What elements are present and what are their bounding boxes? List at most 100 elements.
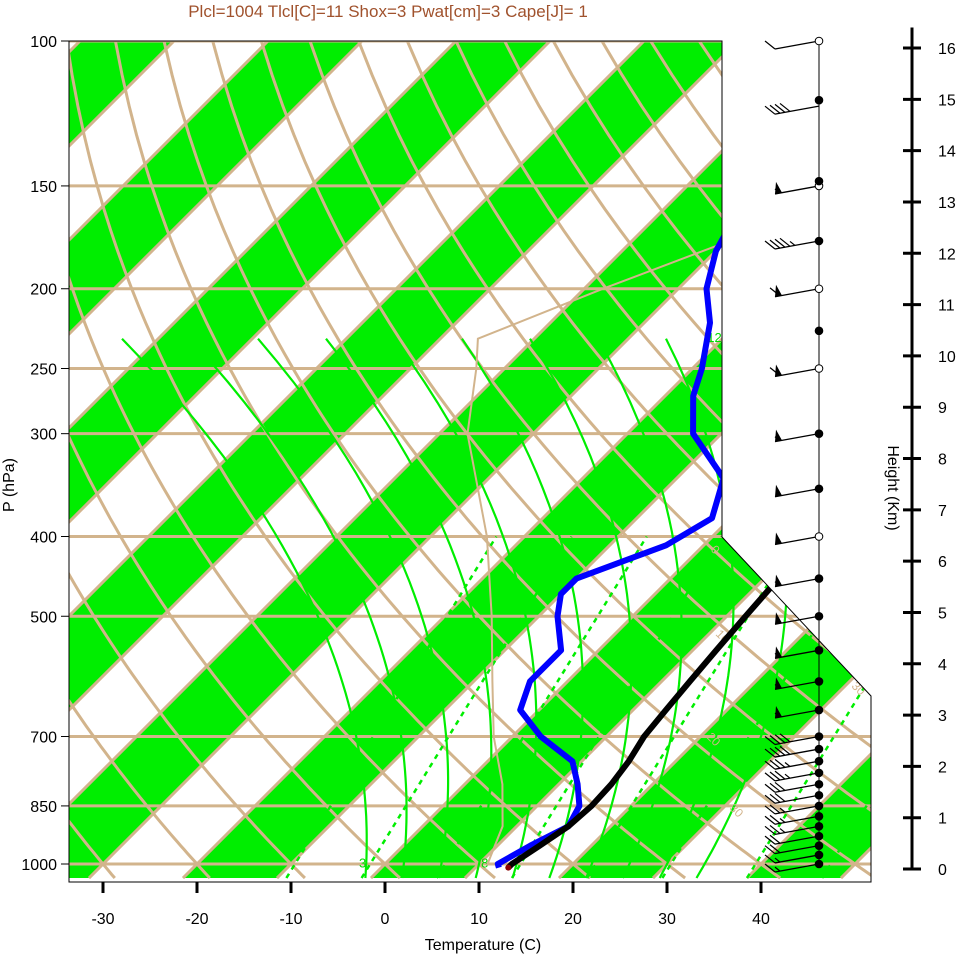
wind-level-dot	[814, 364, 824, 373]
height-tick-label: 3	[938, 708, 947, 725]
y-axis-title: P (hPa)	[1, 458, 18, 512]
dry-adiabat-line	[211, 41, 871, 880]
moist-adiabat-line	[257, 337, 450, 879]
temperature-tick-label: -30	[91, 911, 114, 928]
wind-level-dot	[814, 36, 824, 46]
wind-level-dot	[814, 677, 824, 686]
wind-barb	[774, 748, 820, 758]
dry-adiabat-line	[113, 41, 687, 880]
temperature-band	[69, 41, 550, 878]
wind-barb-half	[784, 762, 791, 767]
wind-level-dot	[814, 811, 824, 821]
wind-level-dot	[814, 841, 824, 850]
height-tick-label: 2	[938, 759, 947, 776]
wind-barb-flag	[774, 238, 786, 248]
wind-level-dot	[814, 646, 824, 655]
wind-level-dot	[814, 611, 824, 621]
pressure-tick-label: 300	[30, 427, 57, 444]
pressure-tick-label: 1000	[21, 857, 57, 874]
moist-adiabat-line	[121, 337, 368, 879]
wind-barb	[774, 367, 820, 378]
wind-barb	[774, 845, 820, 855]
wind-barb	[774, 854, 820, 864]
wind-barb-half	[774, 712, 781, 718]
temperature-band	[69, 41, 738, 878]
wind-barb-flag	[764, 760, 776, 770]
pressure-tick-label: 850	[30, 799, 57, 816]
wind-level-dot	[814, 484, 824, 494]
wind-barb-flag	[764, 748, 776, 758]
wind-barb-half	[779, 807, 786, 813]
height-tick-label: 9	[938, 400, 947, 417]
moist-adiabat-line	[529, 338, 633, 879]
dry-adiabat-line	[308, 41, 871, 880]
height-tick-label: 7	[938, 503, 947, 520]
isotherm-line	[557, 41, 871, 880]
wind-barb-flag	[769, 793, 781, 803]
pressure-tick-label: 400	[30, 529, 57, 546]
dry-adiabat-line	[454, 41, 871, 880]
surface-marker	[505, 864, 512, 871]
wind-barb	[774, 709, 820, 719]
wind-level-dot	[814, 284, 824, 294]
wind-barb	[774, 815, 820, 825]
wind-barb-flag	[774, 792, 786, 802]
plot-area: 5060708090100110120130140150160302010010…	[69, 41, 871, 880]
wind-barb	[774, 649, 820, 659]
wind-barb	[774, 288, 820, 298]
wind-barb-flag	[769, 104, 781, 114]
pressure-tick-label: 700	[30, 730, 57, 747]
wind-barb-pennant	[775, 532, 782, 545]
wind-barb-half	[789, 240, 796, 246]
wind-barb-flag	[769, 367, 781, 377]
wind-barb-pennant	[775, 612, 782, 625]
height-tick-label: 0	[938, 862, 947, 879]
mixing-ratio-label: 3	[359, 856, 366, 871]
wind-level-dot	[814, 732, 824, 741]
height-tick-label: 8	[938, 452, 947, 469]
wind-barb-flag	[769, 747, 781, 757]
wind-level-dot	[814, 768, 824, 778]
mixing-ratio-line	[510, 535, 723, 879]
height-tick-label: 15	[938, 92, 956, 109]
wind-barb	[774, 488, 820, 498]
height-tick-label: 12	[938, 246, 956, 263]
isotherm-label: 10	[782, 557, 802, 577]
wind-barb	[774, 805, 820, 815]
isotherm-label: 30	[849, 679, 869, 699]
temperature-line	[506, 41, 871, 870]
mixing-ratio-line	[360, 535, 573, 879]
wind-level-dot	[814, 756, 824, 766]
pressure-tick-label: 200	[30, 282, 57, 299]
wind-barb	[774, 577, 820, 588]
temperature-tick-label: -20	[185, 911, 208, 928]
wind-barb-flag	[764, 863, 776, 873]
wind-barb	[774, 863, 820, 873]
dry-adiabat-line	[405, 41, 871, 880]
wind-level-dot	[814, 429, 824, 438]
height-tick-label: 14	[938, 144, 956, 161]
height-tick-label: 6	[938, 554, 947, 571]
wind-barb-flag	[779, 102, 791, 112]
pressure-tick-label: 500	[30, 609, 57, 626]
wind-level-dot	[814, 532, 824, 541]
wind-barb	[774, 735, 820, 746]
temperature-tick-label: 30	[658, 911, 676, 928]
temperature-band	[183, 41, 871, 878]
wind-barb-flag	[774, 781, 786, 791]
temperature-band	[69, 41, 362, 878]
wind-barb-flag	[769, 239, 781, 249]
dry-adiabat-line	[69, 41, 592, 880]
height-tick-label: 13	[938, 195, 956, 212]
wind-barb-column	[764, 36, 824, 873]
height-axis-title: Height (Km)	[884, 445, 901, 530]
wind-barb-flag	[764, 854, 776, 864]
wind-level-dot	[814, 850, 824, 860]
pressure-tick-label: 250	[30, 362, 57, 379]
wind-barb	[774, 772, 820, 782]
height-tick-label: 1	[938, 811, 947, 828]
wind-level-dot	[814, 831, 824, 841]
dry-adiabat-line	[69, 41, 306, 880]
wind-level-dot	[814, 744, 824, 754]
